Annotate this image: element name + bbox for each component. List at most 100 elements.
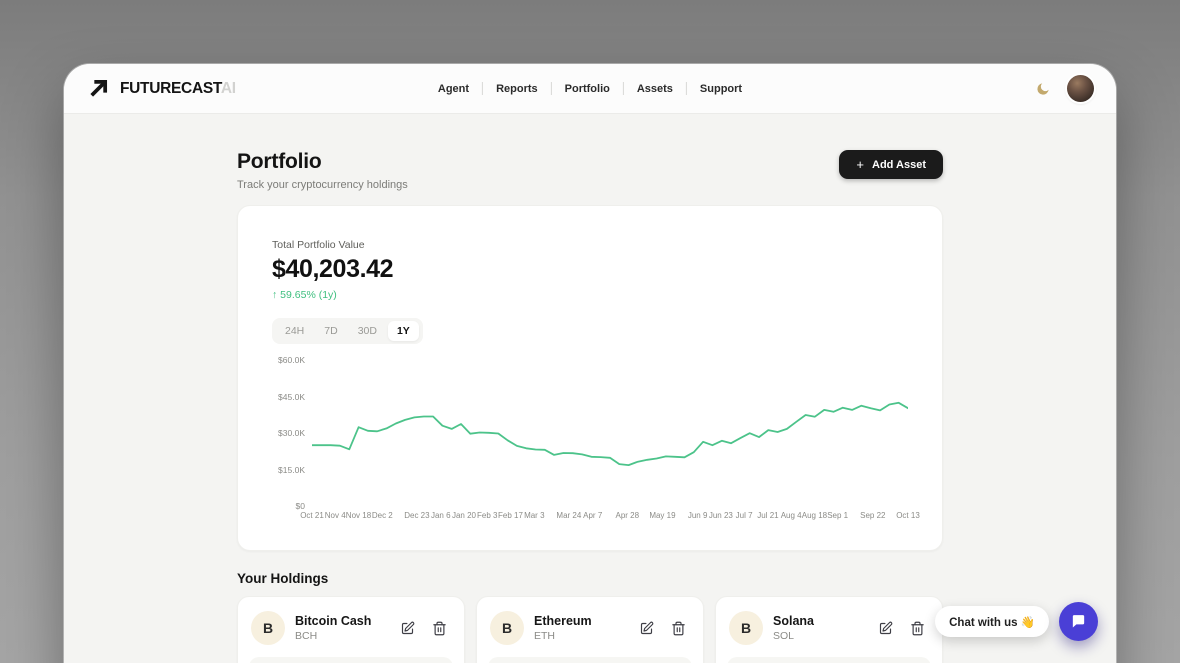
x-tick-label: Aug 18	[801, 511, 828, 520]
delete-holding-button[interactable]	[427, 616, 451, 640]
holding-actions	[395, 616, 451, 640]
portfolio-line-series	[312, 401, 908, 466]
app-window: FUTURECASTAI Agent Reports Portfolio Assets…	[64, 64, 1116, 663]
x-tick-label: Nov 4	[324, 511, 346, 520]
edit-holding-button[interactable]	[873, 616, 897, 640]
y-tick-label: $60.0K	[278, 355, 305, 365]
nav-item-agent[interactable]: Agent	[437, 82, 470, 95]
holdings-grid: B Bitcoin Cash BCH	[237, 596, 943, 663]
x-tick-label: Dec 23	[404, 511, 430, 520]
holding-card: B Solana SOL	[715, 596, 943, 663]
portfolio-chart-svg	[312, 401, 908, 466]
user-avatar[interactable]	[1067, 75, 1094, 102]
moon-icon	[1037, 82, 1049, 95]
edit-pencil-icon	[401, 621, 414, 634]
holding-title-block: Bitcoin Cash BCH	[295, 614, 371, 642]
range-tab-7d[interactable]: 7D	[315, 321, 346, 341]
x-tick-label: Feb 3	[476, 511, 498, 520]
portfolio-value-card: Total Portfolio Value $40,203.42 ↑ 59.65…	[237, 205, 943, 551]
ai-score-pill: AI Score: -1 (Slightly Bearish)	[249, 657, 453, 663]
coin-avatar: B	[251, 611, 285, 645]
holding-title-block: Ethereum ETH	[534, 614, 592, 642]
add-asset-label: Add Asset	[872, 158, 926, 171]
nav-separator	[482, 82, 484, 95]
nav-separator	[685, 82, 687, 95]
brand-logo[interactable]: FUTURECASTAI	[86, 76, 236, 101]
ai-score-pill: AI Score: -1 (Slightly Bearish) +4	[727, 657, 931, 663]
chat-bubble-icon	[1072, 615, 1085, 628]
ai-score-pill: AI Score: -4 (Slightly Bearish) +1	[488, 657, 692, 663]
chart-plot	[312, 360, 908, 506]
x-tick-label: Jul 7	[735, 511, 753, 520]
x-tick-label: Sep 22	[860, 511, 886, 520]
nav-item-assets[interactable]: Assets	[636, 82, 673, 95]
edit-holding-button[interactable]	[395, 616, 419, 640]
holding-name: Ethereum	[534, 614, 592, 628]
app-header: FUTURECASTAI Agent Reports Portfolio Assets…	[64, 64, 1116, 114]
holding-symbol: SOL	[773, 630, 795, 642]
plus-icon: +	[856, 157, 864, 172]
x-tick-label: Feb 17	[498, 511, 523, 520]
range-tab-30d[interactable]: 30D	[349, 321, 386, 341]
portfolio-change: ↑ 59.65% (1y)	[272, 289, 337, 301]
y-tick-label: $0	[295, 501, 305, 511]
holding-name: Bitcoin Cash	[295, 614, 372, 628]
y-tick-label: $30.0K	[278, 428, 305, 438]
x-tick-label: May 19	[649, 511, 676, 520]
main-nav: Agent Reports Portfolio Assets Support	[425, 64, 755, 113]
coin-avatar: B	[490, 611, 524, 645]
x-tick-label: Nov 18	[345, 511, 372, 520]
holding-actions	[634, 616, 690, 640]
y-tick-label: $45.0K	[278, 391, 305, 402]
trash-icon	[671, 621, 685, 635]
holding-title-block: Solana SOL	[773, 614, 814, 642]
x-tick-label: Oct 21	[300, 511, 324, 520]
edit-pencil-icon	[640, 621, 653, 634]
brand-name: FUTURECASTAI	[120, 79, 236, 97]
chart-y-axis: $60.0K $45.0K $30.0K $15.0K $0	[272, 355, 312, 511]
nav-separator	[622, 82, 624, 95]
chat-with-us-button[interactable]: Chat with us 👋	[935, 606, 1049, 637]
brand-suffix: AI	[220, 79, 236, 97]
x-tick-label: Jun 9	[687, 511, 708, 520]
x-tick-label: Jan 20	[451, 511, 476, 520]
dark-mode-toggle[interactable]	[1032, 78, 1054, 100]
nav-separator	[550, 82, 552, 95]
x-tick-label: Aug 4	[780, 511, 802, 520]
add-asset-button[interactable]: + Add Asset	[839, 150, 943, 179]
x-tick-label: Apr 28	[615, 511, 640, 520]
nav-item-portfolio[interactable]: Portfolio	[564, 82, 610, 95]
chat-widget: Chat with us 👋	[935, 602, 1098, 641]
delete-holding-button[interactable]	[905, 616, 929, 640]
trash-icon	[432, 621, 446, 635]
portfolio-chart: $60.0K $45.0K $30.0K $15.0K $0	[272, 355, 908, 511]
x-tick-label: Dec 2	[371, 511, 393, 520]
nav-item-support[interactable]: Support	[699, 82, 743, 95]
holding-actions	[873, 616, 929, 640]
x-tick-label: Mar 24	[556, 511, 582, 520]
x-tick-label: Apr 7	[583, 511, 603, 520]
x-tick-label: Jan 6	[430, 511, 451, 520]
x-tick-label: Jul 21	[757, 511, 779, 520]
edit-pencil-icon	[879, 621, 892, 634]
holding-card: B Bitcoin Cash BCH	[237, 596, 465, 663]
delete-holding-button[interactable]	[666, 616, 690, 640]
holding-header: B Ethereum ETH	[488, 608, 692, 645]
holding-name: Solana	[773, 614, 814, 628]
page-title: Portfolio	[237, 150, 322, 173]
holding-header: B Solana SOL	[727, 608, 931, 645]
holdings-heading: Your Holdings	[237, 571, 329, 586]
trash-icon	[910, 621, 924, 635]
x-tick-label: Sep 1	[827, 511, 849, 520]
range-tab-24h[interactable]: 24H	[276, 321, 313, 341]
arrow-up-right-logo-icon	[90, 79, 108, 97]
x-tick-label: Mar 3	[524, 511, 545, 520]
holding-header: B Bitcoin Cash BCH	[249, 608, 453, 645]
edit-holding-button[interactable]	[634, 616, 658, 640]
holding-symbol: ETH	[534, 630, 555, 642]
page-head: Portfolio Track your cryptocurrency hold…	[237, 150, 943, 191]
chat-fab-button[interactable]	[1059, 602, 1098, 641]
nav-item-reports[interactable]: Reports	[496, 82, 538, 95]
holding-card: B Ethereum ETH	[476, 596, 704, 663]
range-tab-1y[interactable]: 1Y	[387, 321, 419, 341]
